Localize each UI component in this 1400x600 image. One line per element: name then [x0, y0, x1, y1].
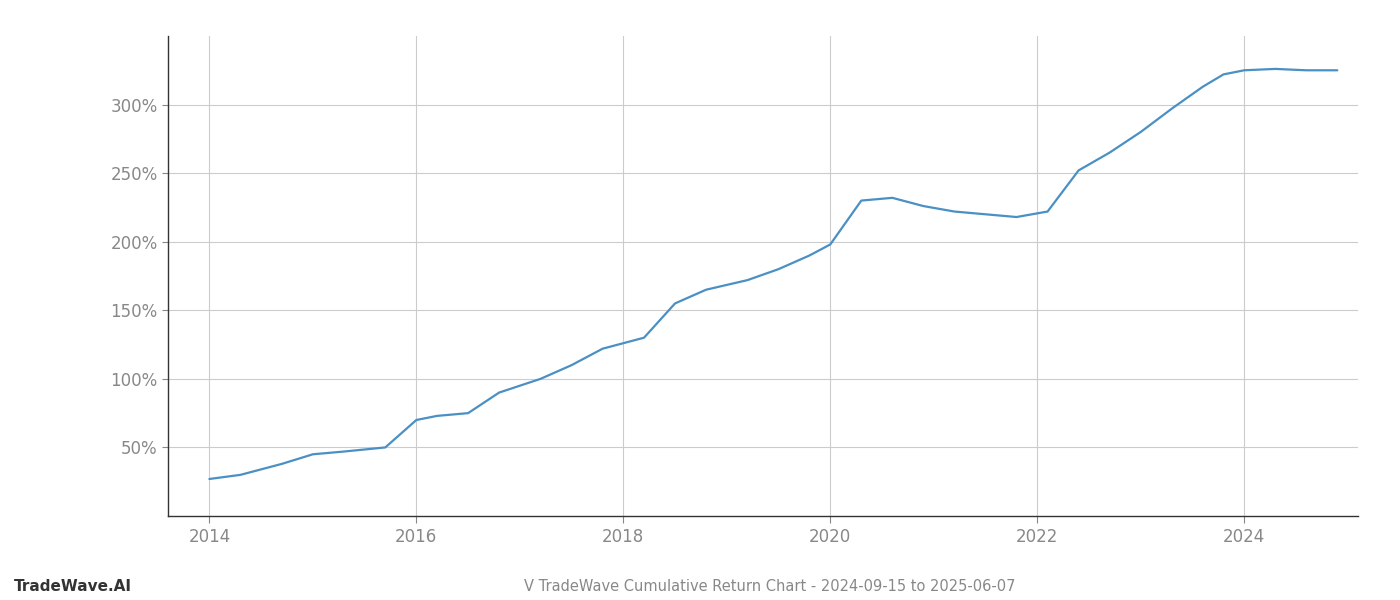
- Text: V TradeWave Cumulative Return Chart - 2024-09-15 to 2025-06-07: V TradeWave Cumulative Return Chart - 20…: [524, 579, 1016, 594]
- Text: TradeWave.AI: TradeWave.AI: [14, 579, 132, 594]
